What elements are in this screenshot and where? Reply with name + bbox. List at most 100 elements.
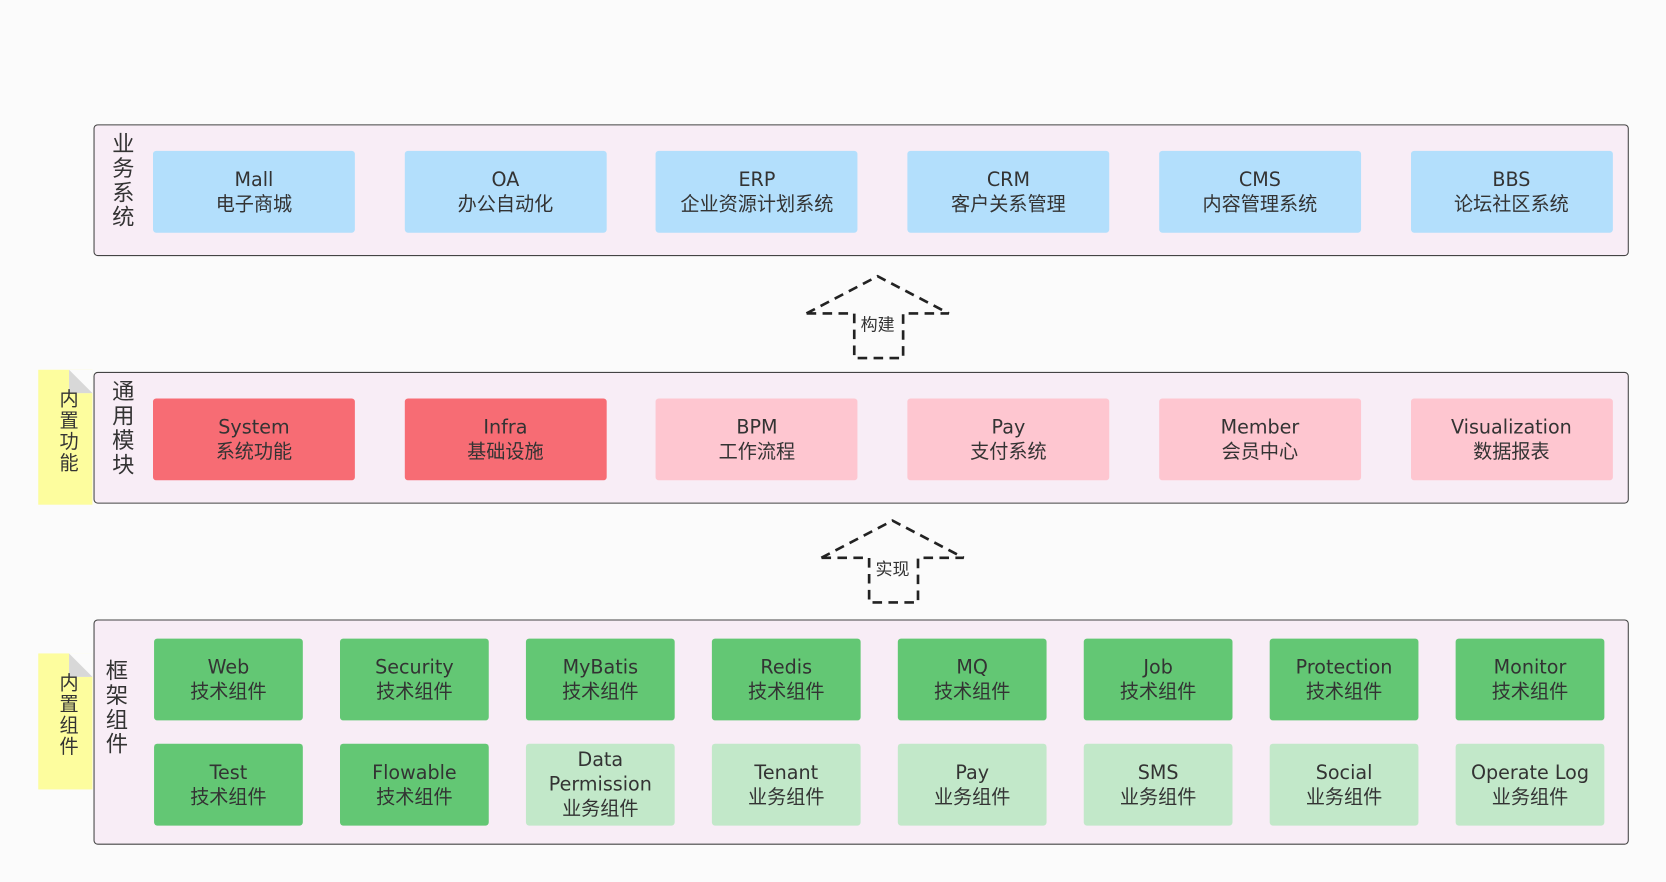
module-box: CMS 内容管理系统	[1158, 150, 1361, 233]
module-box: Security 技术组件	[340, 638, 489, 721]
module-box: SMS 业务组件	[1083, 743, 1233, 826]
module-box: Protection 技术组件	[1269, 638, 1419, 721]
box-title: BBS	[1492, 168, 1531, 191]
module-box: MyBatis 技术组件	[525, 638, 675, 721]
box-subtitle: 企业资源计划系统	[680, 192, 834, 216]
note-label: 内置功能	[56, 388, 79, 474]
box-subtitle: 内容管理系统	[1202, 192, 1318, 216]
box-title: Pay	[955, 761, 990, 784]
box-title: Web	[207, 656, 250, 679]
box-title: Visualization	[1450, 415, 1572, 439]
arrow-label: 构建	[858, 310, 897, 336]
box-subtitle: 业务组件	[933, 785, 1011, 809]
box-subtitle: 电子商城	[215, 192, 293, 216]
box-title: Security	[375, 656, 454, 679]
note-fold	[69, 369, 93, 394]
box-subtitle: 业务组件	[748, 785, 825, 809]
box-title: Operate Log	[1470, 761, 1590, 784]
module-box: System 系统功能	[153, 398, 355, 481]
module-box: ERP 企业资源计划系统	[655, 150, 858, 233]
module-box: MQ 技术组件	[897, 638, 1047, 721]
module-box: Operate Log 业务组件	[1455, 743, 1605, 826]
box-title: ERP	[738, 168, 776, 191]
box-subtitle: 业务组件	[562, 797, 639, 821]
module-box: Monitor 技术组件	[1455, 638, 1605, 721]
layer-label: 业务系统	[109, 131, 135, 230]
box-title: Member	[1220, 415, 1300, 439]
box-subtitle: 支付系统	[970, 440, 1047, 463]
box-subtitle: 客户关系管理	[951, 192, 1066, 216]
box-title: Mall	[234, 168, 274, 191]
module-box: Visualization 数据报表	[1410, 398, 1613, 481]
box-title: Protection	[1295, 656, 1393, 679]
box-title: Monitor	[1493, 656, 1567, 679]
layer-label: 框架组件	[103, 658, 129, 757]
box-title: Infra	[483, 415, 528, 439]
box-title: Social	[1315, 761, 1373, 784]
module-box: Infra 基础设施	[404, 398, 607, 481]
arrow-label: 实现	[873, 554, 912, 581]
box-title: Redis	[760, 656, 813, 679]
side-note: 内置功能	[38, 369, 93, 505]
note-label: 内置组件	[56, 672, 79, 758]
box-subtitle: 技术组件	[1491, 680, 1569, 703]
box-subtitle: 基础设施	[467, 440, 544, 463]
module-box: BPM 工作流程	[655, 398, 858, 481]
box-title: CMS	[1238, 168, 1281, 191]
box-subtitle: 技术组件	[1119, 680, 1197, 703]
box-title: MQ	[956, 656, 988, 679]
module-box: Flowable 技术组件	[340, 743, 489, 826]
side-note: 内置组件	[38, 653, 93, 790]
box-title: Pay	[991, 415, 1026, 439]
arrow	[820, 519, 965, 604]
module-box: Mall 电子商城	[153, 150, 355, 233]
module-box: Web 技术组件	[154, 638, 303, 721]
module-box: Member 会员中心	[1158, 398, 1361, 481]
box-title: BPM	[736, 415, 778, 439]
note-fold	[69, 653, 93, 677]
module-box: Social 业务组件	[1269, 743, 1419, 826]
box-subtitle: 技术组件	[190, 680, 267, 703]
box-subtitle: 技术组件	[1305, 680, 1383, 703]
module-box: Tenant 业务组件	[711, 743, 861, 826]
box-subtitle: 技术组件	[562, 680, 639, 703]
box-title: SMS	[1137, 761, 1179, 784]
box-title: Flowable	[372, 761, 457, 784]
box-title: System	[218, 415, 290, 439]
box-title: Tenant	[754, 761, 819, 784]
box-subtitle: 技术组件	[376, 785, 453, 809]
box-subtitle: 论坛社区系统	[1454, 192, 1569, 216]
module-box: BBS 论坛社区系统	[1410, 150, 1613, 233]
layer-label: 通用模块	[109, 379, 135, 478]
box-title: Job	[1143, 656, 1173, 679]
box-title: OA	[491, 168, 520, 191]
module-box: Job 技术组件	[1083, 638, 1233, 721]
module-box: Pay 支付系统	[907, 398, 1110, 481]
arrow	[805, 274, 950, 360]
box-subtitle: 数据报表	[1473, 440, 1550, 463]
module-box: Redis 技术组件	[711, 638, 861, 721]
box-subtitle: 会员中心	[1221, 440, 1299, 463]
module-box: Pay 业务组件	[897, 743, 1047, 826]
box-title: Test	[209, 761, 248, 784]
module-box: Test 技术组件	[154, 743, 303, 826]
box-subtitle: 办公自动化	[457, 192, 554, 216]
box-subtitle: 技术组件	[748, 680, 825, 703]
box-title: CRM	[986, 168, 1030, 191]
box-subtitle: 业务组件	[1491, 785, 1569, 809]
box-subtitle: 技术组件	[376, 680, 453, 703]
box-subtitle: 业务组件	[1305, 785, 1383, 809]
box-subtitle: 工作流程	[718, 440, 796, 463]
module-box: Data Permission 业务组件	[525, 743, 675, 826]
box-subtitle: 技术组件	[933, 680, 1011, 703]
box-title: Data Permission	[548, 749, 652, 796]
box-subtitle: 系统功能	[215, 440, 293, 463]
module-box: CRM 客户关系管理	[907, 150, 1110, 233]
box-subtitle: 业务组件	[1119, 785, 1197, 809]
module-box: OA 办公自动化	[404, 150, 607, 233]
box-subtitle: 技术组件	[190, 785, 267, 809]
box-title: MyBatis	[562, 656, 639, 679]
